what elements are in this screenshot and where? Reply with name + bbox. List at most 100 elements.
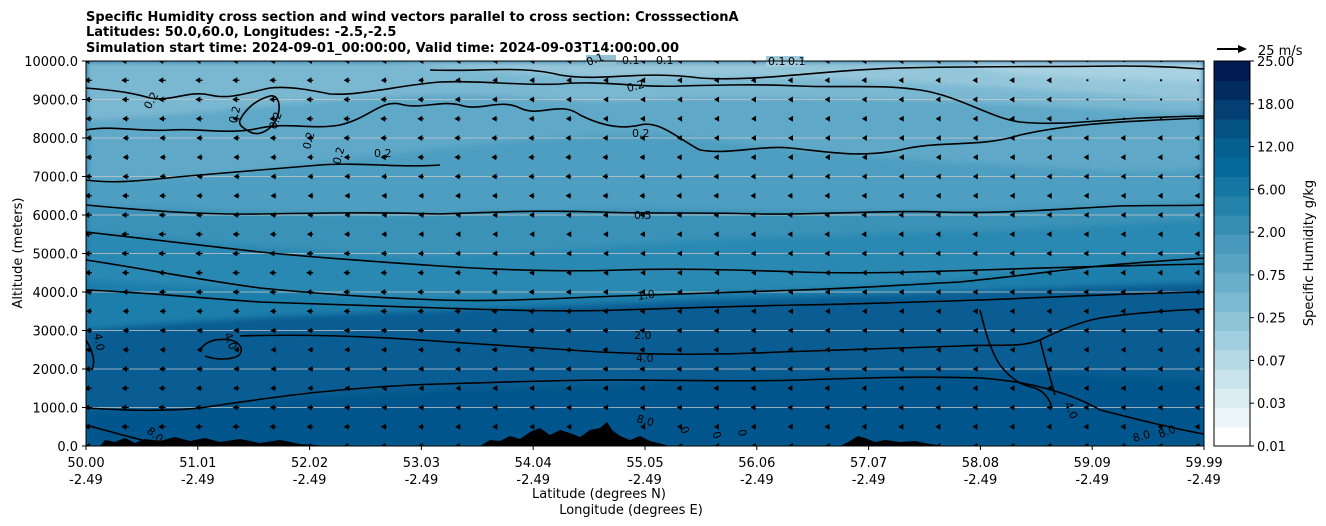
wind-vector bbox=[1009, 308, 1015, 315]
wind-vector bbox=[1194, 212, 1200, 218]
wind-vector bbox=[972, 327, 978, 334]
wind-vector bbox=[787, 192, 793, 199]
colorbar-band bbox=[1214, 426, 1250, 447]
wind-vector bbox=[195, 250, 203, 257]
wind-vector bbox=[344, 212, 351, 218]
wind-vector bbox=[1083, 308, 1089, 315]
wind-vector bbox=[935, 366, 941, 372]
wind-vector bbox=[528, 192, 535, 199]
wind-vector bbox=[158, 212, 166, 218]
wind-vector bbox=[1046, 115, 1052, 122]
wind-vector bbox=[343, 443, 351, 446]
wind-vector bbox=[232, 443, 240, 446]
contour-label: 0 bbox=[677, 425, 692, 436]
wind-vector bbox=[898, 250, 904, 257]
wind-vector bbox=[750, 385, 756, 392]
wind-vector bbox=[639, 231, 645, 238]
wind-vector bbox=[269, 289, 277, 295]
wind-vector bbox=[1046, 250, 1052, 257]
wind-vector bbox=[195, 212, 203, 218]
wind-vector bbox=[196, 173, 203, 180]
wind-vector bbox=[1157, 404, 1163, 411]
wind-vector bbox=[566, 96, 572, 103]
wind-vector bbox=[1046, 346, 1052, 353]
wind-vector bbox=[158, 269, 166, 276]
x-tick-label-longitude: -2.49 bbox=[69, 473, 103, 488]
wind-vector bbox=[676, 308, 682, 315]
wind-vector bbox=[1009, 96, 1015, 103]
wind-vector bbox=[676, 346, 682, 353]
wind-vector bbox=[528, 366, 535, 372]
wind-vector bbox=[565, 385, 572, 392]
wind-vector bbox=[529, 423, 535, 430]
wind-vector bbox=[122, 327, 129, 334]
x-ticks: 50.00 -2.49 51.01 -2.49 52.02 -2.49 53.03 -2.49… bbox=[67, 446, 1223, 488]
wind-vector bbox=[380, 269, 387, 276]
x-tick-label-longitude: -2.49 bbox=[964, 473, 998, 488]
wind-vector bbox=[121, 404, 129, 411]
colorbar-tick-label: 0.07 bbox=[1257, 354, 1286, 369]
wind-vector bbox=[454, 96, 461, 103]
contour-line-0.2-north bbox=[86, 102, 1204, 155]
wind-vector bbox=[418, 404, 424, 411]
wind-vector bbox=[935, 115, 941, 122]
wind-vector bbox=[602, 346, 609, 353]
wind-vector bbox=[676, 327, 682, 334]
wind-vector bbox=[639, 346, 645, 353]
wind-vector bbox=[898, 346, 904, 353]
wind-vector bbox=[1157, 423, 1163, 430]
wind-vector bbox=[232, 96, 240, 103]
wind-vector bbox=[454, 346, 461, 353]
wind-vector bbox=[861, 269, 867, 276]
wind-vector bbox=[86, 423, 92, 430]
terrain-north-england bbox=[100, 437, 330, 446]
wind-vector bbox=[491, 327, 498, 334]
wind-vector bbox=[750, 404, 756, 411]
wind-vector bbox=[787, 423, 793, 430]
wind-vector bbox=[750, 443, 756, 446]
wind-vector bbox=[565, 212, 572, 218]
wind-vector bbox=[86, 61, 92, 64]
wind-vector bbox=[677, 443, 683, 446]
wind-vector bbox=[343, 423, 351, 430]
wind-vector bbox=[1083, 192, 1089, 199]
wind-vector bbox=[861, 115, 867, 122]
wind-vector bbox=[898, 289, 904, 295]
wind-vector bbox=[714, 115, 720, 122]
wind-vector bbox=[158, 385, 166, 392]
wind-vector bbox=[1194, 346, 1200, 353]
wind-vector bbox=[788, 308, 794, 315]
wind-vector bbox=[714, 443, 720, 446]
wind-vector bbox=[233, 385, 240, 392]
wind-vector bbox=[750, 366, 756, 372]
wind-vector bbox=[898, 96, 904, 103]
wind-vector bbox=[861, 366, 867, 372]
wind-vector bbox=[788, 115, 794, 122]
wind-vector bbox=[528, 289, 535, 295]
wind-vector bbox=[824, 61, 830, 64]
wind-vector bbox=[529, 385, 535, 392]
wind-vector bbox=[750, 308, 756, 315]
contour-label: 0.2 bbox=[625, 78, 645, 95]
wind-vector bbox=[639, 173, 645, 180]
wind-vector bbox=[787, 269, 793, 276]
wind-vector bbox=[1086, 98, 1089, 101]
wind-vector bbox=[566, 423, 572, 430]
wind-vector bbox=[713, 61, 719, 64]
wind-vector bbox=[528, 308, 535, 315]
wind-vector bbox=[1009, 366, 1015, 372]
wind-vector bbox=[972, 173, 978, 180]
contour-label: 0.2 bbox=[632, 127, 650, 140]
colorbar-band bbox=[1214, 292, 1250, 312]
wind-vector bbox=[417, 135, 424, 141]
wind-vector bbox=[529, 250, 535, 257]
wind-vector bbox=[713, 212, 719, 218]
wind-vector bbox=[566, 61, 572, 64]
contour-label: 0.2 bbox=[300, 131, 317, 151]
wind-vector bbox=[1046, 423, 1052, 430]
wind-vector bbox=[824, 173, 830, 180]
wind-vector bbox=[528, 154, 535, 161]
wind-vector bbox=[750, 423, 756, 430]
wind-vector bbox=[861, 173, 867, 180]
wind-vector bbox=[1120, 289, 1126, 295]
